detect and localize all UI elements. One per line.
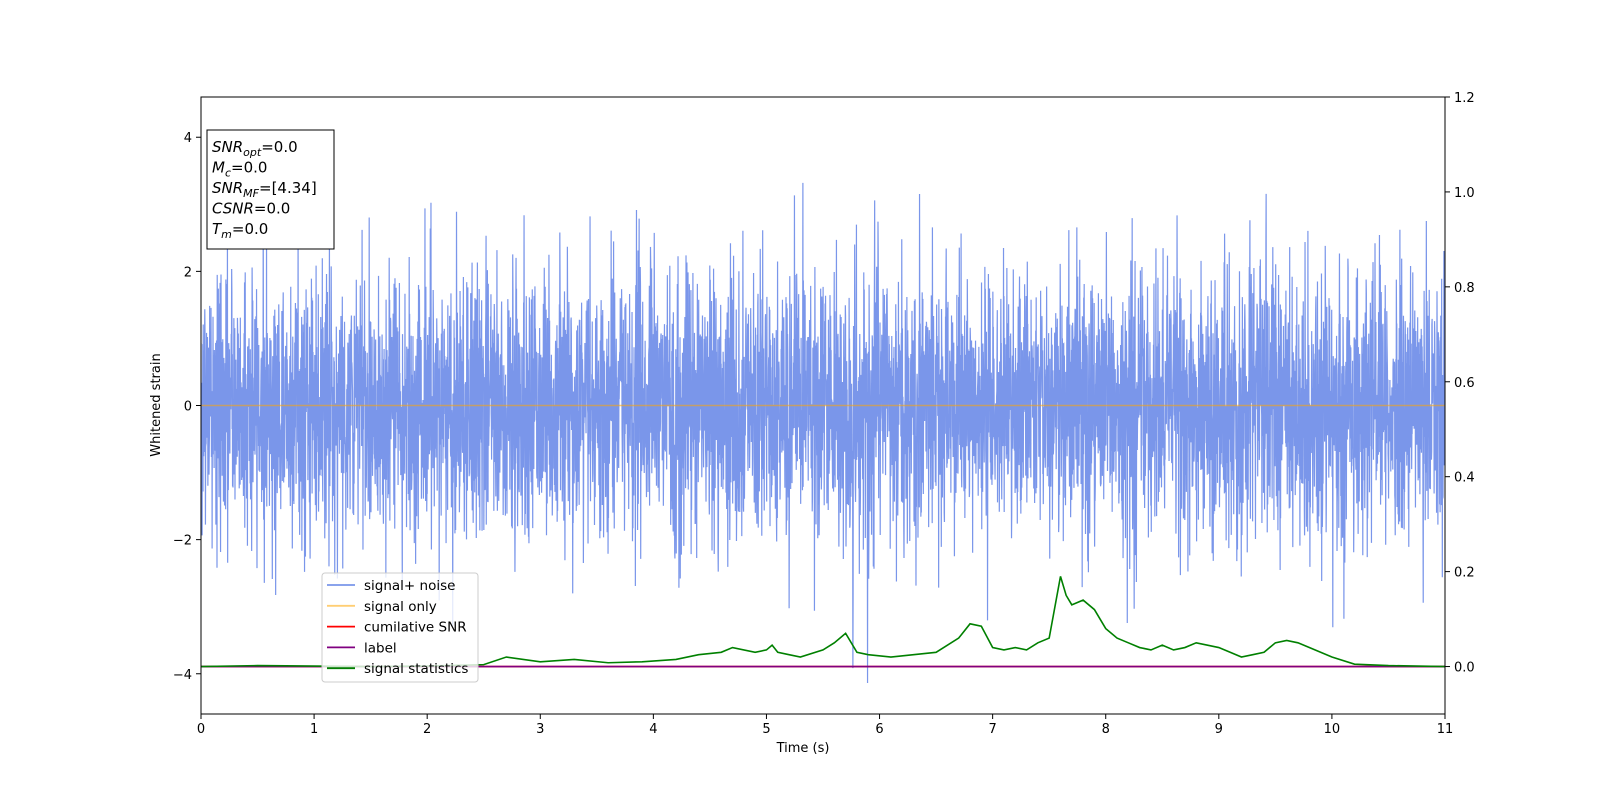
info-box-line: Mc=0.0 — [212, 159, 267, 180]
series-signal-noise-line — [201, 182, 1445, 683]
legend-entry: signal only — [364, 599, 437, 615]
info-value: =0.0 — [231, 159, 267, 177]
y2-tick-label: 0.8 — [1454, 281, 1475, 296]
y-tick-label: 0 — [184, 400, 192, 415]
y-tick-label: −4 — [173, 668, 192, 683]
info-subscript: MF — [243, 187, 259, 200]
x-tick-label: 2 — [423, 722, 431, 737]
info-symbol: SNR — [212, 179, 243, 197]
y-tick-label: −2 — [173, 534, 192, 549]
legend: signal+ noise signal only cumilative SNR la… — [321, 572, 479, 683]
legend-entry: signal+ noise — [364, 578, 455, 594]
x-tick-label: 10 — [1324, 722, 1341, 737]
x-tick-label: 5 — [762, 722, 770, 737]
legend-entry: label — [364, 640, 397, 656]
y2-tick-label: 0.0 — [1454, 661, 1475, 676]
info-box-line: SNRopt=0.0 — [212, 138, 298, 159]
info-box: SNRopt=0.0Mc=0.0SNRMF=[4.34]CSNR=0.0Tm=0… — [206, 129, 335, 250]
info-value: =0.0 — [254, 200, 290, 218]
y-tick-label: 2 — [184, 265, 192, 280]
y2-tick-label: 1.0 — [1454, 186, 1475, 201]
y2-tick-label: 0.2 — [1454, 566, 1475, 581]
y-axis-label: Whitened strain — [149, 353, 164, 456]
series-signal-statistics-line — [201, 576, 1445, 668]
info-value: =[4.34] — [259, 179, 317, 197]
info-subscript: opt — [243, 146, 262, 159]
info-box-line: CSNR=0.0 — [212, 200, 290, 218]
info-value: =0.0 — [261, 138, 297, 156]
info-box-line: SNRMF=[4.34] — [212, 179, 317, 200]
x-tick-label: 6 — [875, 722, 883, 737]
x-axis-label: Time (s) — [776, 741, 830, 756]
x-tick-label: 8 — [1102, 722, 1110, 737]
info-value: =0.0 — [232, 220, 268, 238]
x-tick-label: 7 — [988, 722, 996, 737]
x-tick-label: 3 — [536, 722, 544, 737]
legend-frame — [321, 572, 479, 683]
info-subscript: c — [225, 167, 231, 180]
x-tick-label: 11 — [1437, 722, 1454, 737]
info-symbol: T — [212, 220, 223, 238]
y2-tick-label: 1.2 — [1454, 91, 1475, 106]
y-tick-label: 4 — [184, 131, 192, 146]
axes: 0 1 2 3 4 5 6 7 8 9 10 11 −4 −2 0 2 4 0.0 0.2 0.4 0.6 0.8 1.0 1… — [173, 91, 1475, 737]
y2-tick-label: 0.4 — [1454, 471, 1475, 486]
info-box-frame — [206, 129, 335, 250]
info-symbol: CSNR — [212, 200, 254, 218]
info-symbol: M — [212, 159, 225, 177]
info-symbol: SNR — [212, 138, 243, 156]
x-tick-label: 0 — [197, 722, 205, 737]
info-box-line: Tm=0.0 — [212, 220, 268, 241]
info-subscript: m — [221, 228, 232, 241]
y2-tick-label: 0.6 — [1454, 376, 1475, 391]
legend-entry: signal statistics — [364, 661, 468, 677]
x-tick-label: 4 — [649, 722, 657, 737]
x-tick-label: 1 — [310, 722, 318, 737]
legend-entry: cumilative SNR — [364, 620, 467, 636]
x-tick-label: 9 — [1215, 722, 1223, 737]
